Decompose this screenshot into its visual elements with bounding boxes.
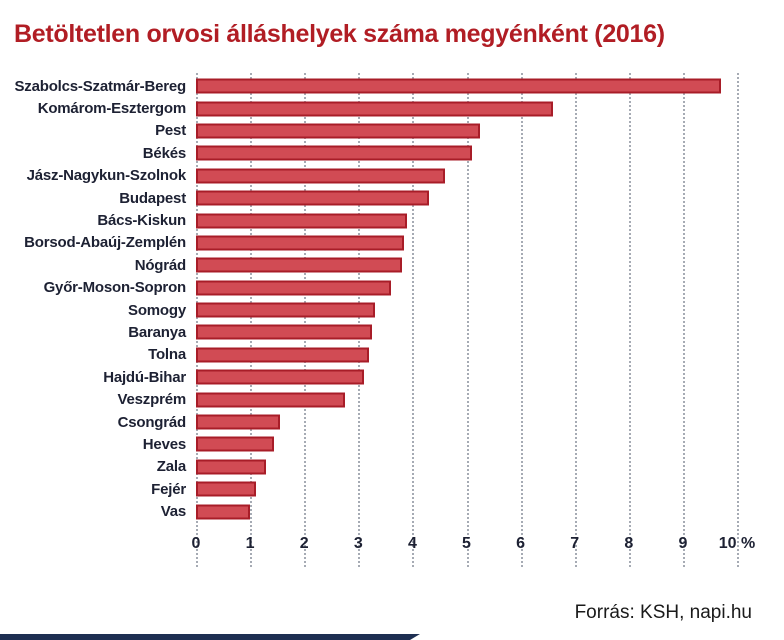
bar-row: Tolna [0, 344, 737, 366]
bar [196, 302, 375, 318]
bar-row: Somogy [0, 299, 737, 321]
category-label: Zala [156, 458, 186, 476]
bar-row: Fejér [0, 478, 737, 500]
bar-track [196, 456, 737, 478]
category-label: Bács-Kiskun [97, 212, 186, 230]
bar [196, 213, 407, 229]
bar-row: Veszprém [0, 388, 737, 410]
bar-track [196, 299, 737, 321]
bar-row: Szabolcs-Szatmár-Bereg [0, 75, 737, 97]
bar [196, 190, 429, 206]
bar [196, 168, 445, 184]
bar-chart: Szabolcs-Szatmár-Bereg Komárom-Esztergom P… [0, 73, 756, 567]
bar-row: Zala [0, 456, 737, 478]
bar-track [196, 75, 737, 97]
bar-row: Baranya [0, 321, 737, 343]
bar-row: Pest [0, 120, 737, 142]
bar-rows: Szabolcs-Szatmár-Bereg Komárom-Esztergom P… [0, 75, 737, 523]
category-label: Baranya [128, 323, 186, 341]
bar-track [196, 209, 737, 231]
bar [196, 101, 554, 117]
bar-track [196, 232, 737, 254]
category-label: Nógrád [134, 256, 187, 274]
bar-track [196, 254, 737, 276]
bar-row: Vas [0, 500, 737, 522]
category-label: Tolna [148, 346, 186, 364]
category-label: Csongrád [117, 413, 187, 431]
category-label: Jász-Nagykun-Szolnok [26, 167, 187, 185]
bar [196, 392, 345, 408]
bar [196, 123, 481, 139]
bar [196, 324, 372, 340]
category-label: Somogy [128, 301, 186, 319]
x-tick-label: 4 [407, 534, 417, 552]
x-tick-label: 10 % [718, 534, 756, 552]
category-label: Békés [142, 144, 186, 162]
bar-row: Borsod-Abaúj-Zemplén [0, 232, 737, 254]
category-label: Borsod-Abaúj-Zemplén [24, 234, 186, 252]
bar-track [196, 366, 737, 388]
x-tick-label: 7 [570, 534, 580, 552]
category-label: Heves [142, 435, 186, 453]
bar-track [196, 478, 737, 500]
bar-track [196, 187, 737, 209]
category-label: Győr-Moson-Sopron [43, 279, 187, 297]
bar [196, 78, 721, 94]
bar-track [196, 344, 737, 366]
bar [196, 145, 472, 161]
bar-row: Hajdú-Bihar [0, 366, 737, 388]
bar-track [196, 277, 737, 299]
x-tick-label: 6 [516, 534, 526, 552]
bar-row: Győr-Moson-Sopron [0, 277, 737, 299]
bar-track [196, 321, 737, 343]
x-tick-label: 2 [299, 534, 309, 552]
bar [196, 280, 391, 296]
x-tick-label: 5 [462, 534, 471, 552]
bar-row: Jász-Nagykun-Szolnok [0, 165, 737, 187]
category-label: Fejér [151, 480, 186, 498]
category-label: Budapest [119, 189, 186, 207]
bar-track [196, 500, 737, 522]
bar-row: Békés [0, 142, 737, 164]
x-tick-label: 0 [191, 534, 201, 552]
x-tick-label: 8 [624, 534, 634, 552]
x-tick-label: 1 [245, 534, 255, 552]
category-label: Szabolcs-Szatmár-Bereg [14, 77, 187, 95]
source-credit: Forrás: KSH, napi.hu [574, 602, 752, 623]
bar-track [196, 411, 737, 433]
bar [196, 504, 251, 520]
bar [196, 369, 364, 385]
bar-row: Nógrád [0, 254, 737, 276]
bottom-accent-bar [0, 634, 420, 640]
category-label: Pest [155, 122, 186, 140]
bar-track [196, 388, 737, 410]
category-label: Hajdú-Bihar [103, 368, 186, 386]
bar-row: Bács-Kiskun [0, 209, 737, 231]
bar-track [196, 120, 737, 142]
chart-title: Betöltetlen orvosi álláshelyek száma meg… [14, 20, 665, 48]
x-tick-label: 3 [353, 534, 363, 552]
bar-track [196, 97, 737, 119]
bar-row: Budapest [0, 187, 737, 209]
bar-track [196, 433, 737, 455]
bar-row: Komárom-Esztergom [0, 97, 737, 119]
bar [196, 235, 405, 251]
bar [196, 347, 370, 363]
x-axis: 0 1 2 3 4 5 6 7 8 9 10 % [192, 531, 756, 561]
category-label: Komárom-Esztergom [37, 100, 186, 118]
x-tick-label: 9 [678, 534, 688, 552]
bar [196, 414, 280, 430]
bar [196, 257, 402, 273]
bar [196, 436, 275, 452]
bar-track [196, 142, 737, 164]
bar-row: Csongrád [0, 411, 737, 433]
bar-row: Heves [0, 433, 737, 455]
category-label: Vas [160, 503, 186, 521]
category-label: Veszprém [117, 391, 187, 409]
bar-track [196, 165, 737, 187]
bar [196, 481, 256, 497]
bar [196, 459, 267, 475]
gridline [737, 73, 739, 567]
